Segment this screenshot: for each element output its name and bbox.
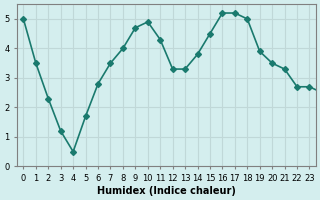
X-axis label: Humidex (Indice chaleur): Humidex (Indice chaleur) — [97, 186, 236, 196]
